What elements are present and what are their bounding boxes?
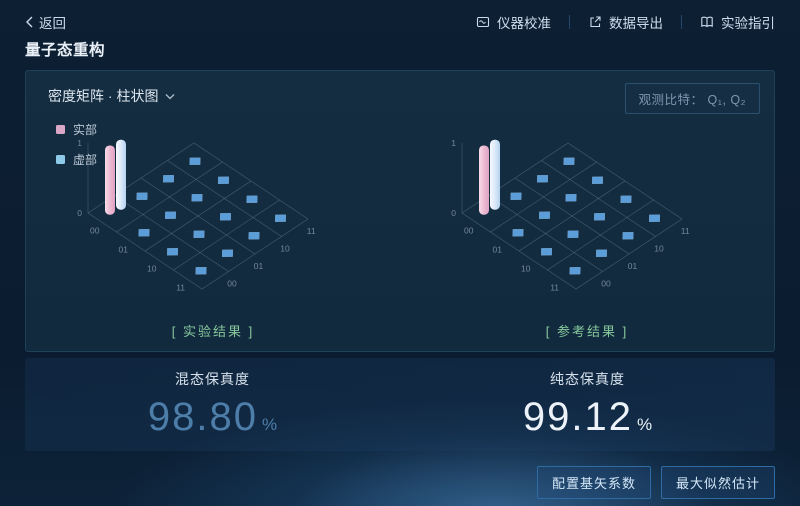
svg-text:11: 11 (307, 226, 316, 236)
charts-row: 1 0 00 01 10 11 00 01 10 11 [ 实验结果 ] 1 0 00 01 10 11 00… (26, 119, 774, 340)
topbar: 返回 仪器校准 数据导出 实验指引 (25, 10, 775, 34)
observed-qubits-label: 观测比特： (638, 93, 704, 107)
svg-text:11: 11 (681, 226, 690, 236)
view-selector-label: 密度矩阵 · 柱状图 (48, 88, 159, 104)
calibration-label: 仪器校准 (497, 16, 551, 31)
maximum-likelihood-estimation-button[interactable]: 最大似然估计 (660, 466, 775, 499)
svg-text:10: 10 (654, 244, 664, 254)
topbar-divider (569, 15, 570, 29)
guide-icon (700, 15, 714, 29)
mixed-fidelity-unit: % (261, 415, 278, 434)
svg-text:10: 10 (521, 263, 531, 273)
legend-item-imag[interactable]: 虚部 (56, 151, 97, 168)
back-chevron-icon (25, 16, 34, 28)
pure-fidelity-value: 99.12 (522, 395, 633, 439)
topbar-actions: 仪器校准 数据导出 实验指引 (476, 12, 775, 32)
experiment-guide-button[interactable]: 实验指引 (700, 12, 775, 32)
svg-text:10: 10 (280, 244, 290, 254)
svg-text:00: 00 (464, 225, 474, 235)
footer-actions: 配置基矢系数 最大似然估计 (536, 466, 775, 499)
svg-text:0: 0 (77, 208, 82, 218)
topbar-divider (681, 15, 682, 29)
svg-text:1: 1 (451, 138, 456, 148)
svg-text:11: 11 (176, 282, 185, 292)
experimental-result-caption: [ 实验结果 ] (171, 324, 255, 339)
page-title: 量子态重构 (25, 42, 106, 59)
chevron-down-icon (165, 93, 175, 100)
legend-label-real: 实部 (73, 123, 98, 137)
legend-item-real[interactable]: 实部 (56, 121, 97, 138)
real-part-swatch (56, 125, 65, 134)
chart-legend: 实部 虚部 (56, 121, 97, 181)
back-label: 返回 (39, 16, 66, 31)
fidelity-panel: 混态保真度 98.80 % 纯态保真度 99.12 % (25, 358, 775, 451)
svg-text:10: 10 (147, 263, 157, 273)
data-export-label: 数据导出 (609, 16, 663, 31)
mixed-fidelity-value: 98.80 (147, 395, 258, 439)
svg-text:11: 11 (550, 282, 559, 292)
svg-text:1: 1 (77, 138, 82, 148)
export-icon (588, 15, 602, 29)
mixed-fidelity-label: 混态保真度 (175, 371, 250, 387)
observed-qubits-chip[interactable]: 观测比特： Q₁, Q₂ (624, 83, 760, 114)
configure-basis-coefficients-button[interactable]: 配置基矢系数 (536, 466, 651, 499)
back-button[interactable]: 返回 (25, 12, 66, 32)
legend-label-imag: 虚部 (73, 153, 98, 167)
experimental-result-figure: 1 0 00 01 10 11 00 01 10 11 [ 实验结果 ] (26, 119, 400, 340)
density-matrix-panel: 密度矩阵 · 柱状图 观测比特： Q₁, Q₂ 实部 虚部 1 0 00 0 (25, 70, 775, 352)
imag-part-swatch (56, 155, 65, 164)
observed-qubits-value: Q₁, Q₂ (707, 93, 746, 107)
svg-text:01: 01 (254, 261, 264, 271)
pure-fidelity-unit: % (636, 415, 653, 434)
data-export-button[interactable]: 数据导出 (588, 12, 663, 32)
reference-result-caption: [ 参考结果 ] (545, 324, 629, 339)
view-selector-dropdown[interactable]: 密度矩阵 · 柱状图 (48, 86, 175, 106)
panel-header: 密度矩阵 · 柱状图 观测比特： Q₁, Q₂ (26, 71, 774, 117)
calibration-button[interactable]: 仪器校准 (476, 12, 551, 32)
svg-text:01: 01 (628, 261, 638, 271)
svg-text:00: 00 (601, 279, 611, 289)
reference-result-figure: 1 0 00 01 10 11 00 01 10 11 [ 参考结果 ] (400, 119, 774, 340)
calibration-icon (476, 15, 490, 29)
svg-text:01: 01 (119, 244, 129, 254)
svg-text:00: 00 (90, 225, 100, 235)
experiment-guide-label: 实验指引 (721, 16, 775, 31)
pure-fidelity-label: 纯态保真度 (550, 371, 625, 387)
svg-text:01: 01 (493, 244, 503, 254)
mixed-state-fidelity: 混态保真度 98.80 % (25, 358, 400, 451)
svg-text:0: 0 (451, 208, 456, 218)
pure-state-fidelity: 纯态保真度 99.12 % (400, 358, 775, 451)
svg-text:00: 00 (227, 279, 237, 289)
